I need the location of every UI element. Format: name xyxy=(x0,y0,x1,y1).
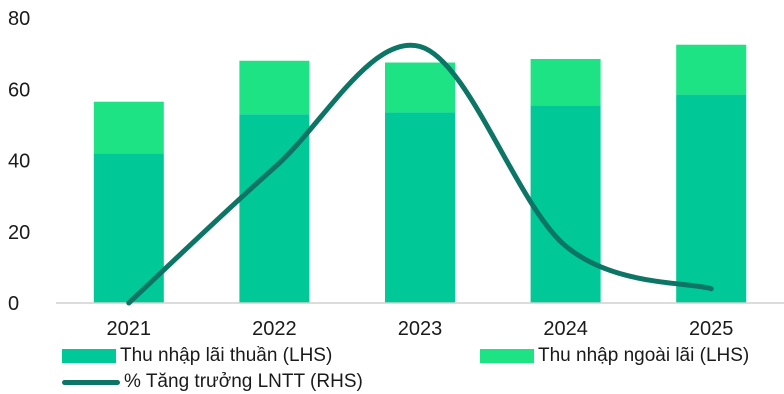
x-tick-label-2025: 2025 xyxy=(689,318,734,340)
x-tick-label-2023: 2023 xyxy=(398,318,443,340)
legend-swatch-non-interest xyxy=(480,349,534,363)
legend-label-non-interest: Thu nhập ngoài lãi (LHS) xyxy=(538,345,750,366)
bar-non-interest-2024 xyxy=(530,58,601,106)
y-tick-label-40: 40 xyxy=(8,151,30,173)
bar-non-interest-2022 xyxy=(239,60,310,115)
y-tick-label-80: 80 xyxy=(8,8,30,30)
bar-net-interest-2023 xyxy=(385,112,455,303)
x-tick-label-2022: 2022 xyxy=(252,318,297,340)
y-axis-ticks: 0 20 40 60 80 xyxy=(8,8,30,315)
line-growth xyxy=(126,42,714,306)
legend-label-net-interest: Thu nhập lãi thuần (LHS) xyxy=(120,345,333,366)
legend-item-non-interest: Thu nhập ngoài lãi (LHS) xyxy=(480,345,749,367)
line-layer xyxy=(126,42,714,306)
y-tick-label-0: 0 xyxy=(8,293,19,315)
legend-swatch-growth xyxy=(62,379,120,385)
x-tick-label-2024: 2024 xyxy=(543,318,588,340)
legend-item-net-interest: Thu nhập lãi thuần (LHS) xyxy=(62,345,332,367)
legend-swatch-net-interest xyxy=(62,349,116,363)
bar-net-interest-2025 xyxy=(676,94,747,303)
y-tick-label-20: 20 xyxy=(8,222,30,244)
x-axis-ticks: 2021 2022 2023 2024 2025 xyxy=(107,318,734,340)
y-tick-label-60: 60 xyxy=(8,79,30,101)
bar-net-interest-2024 xyxy=(530,105,601,303)
legend-label-growth: % Tăng trưởng LNTT (RHS) xyxy=(124,371,363,392)
x-tick-label-2021: 2021 xyxy=(107,318,152,340)
bars-layer xyxy=(93,44,747,303)
bar-non-interest-2025 xyxy=(676,44,747,95)
bar-non-interest-2021 xyxy=(93,101,164,154)
legend-item-growth: % Tăng trưởng LNTT (RHS) xyxy=(62,371,363,393)
bar-non-interest-2023 xyxy=(385,62,455,113)
